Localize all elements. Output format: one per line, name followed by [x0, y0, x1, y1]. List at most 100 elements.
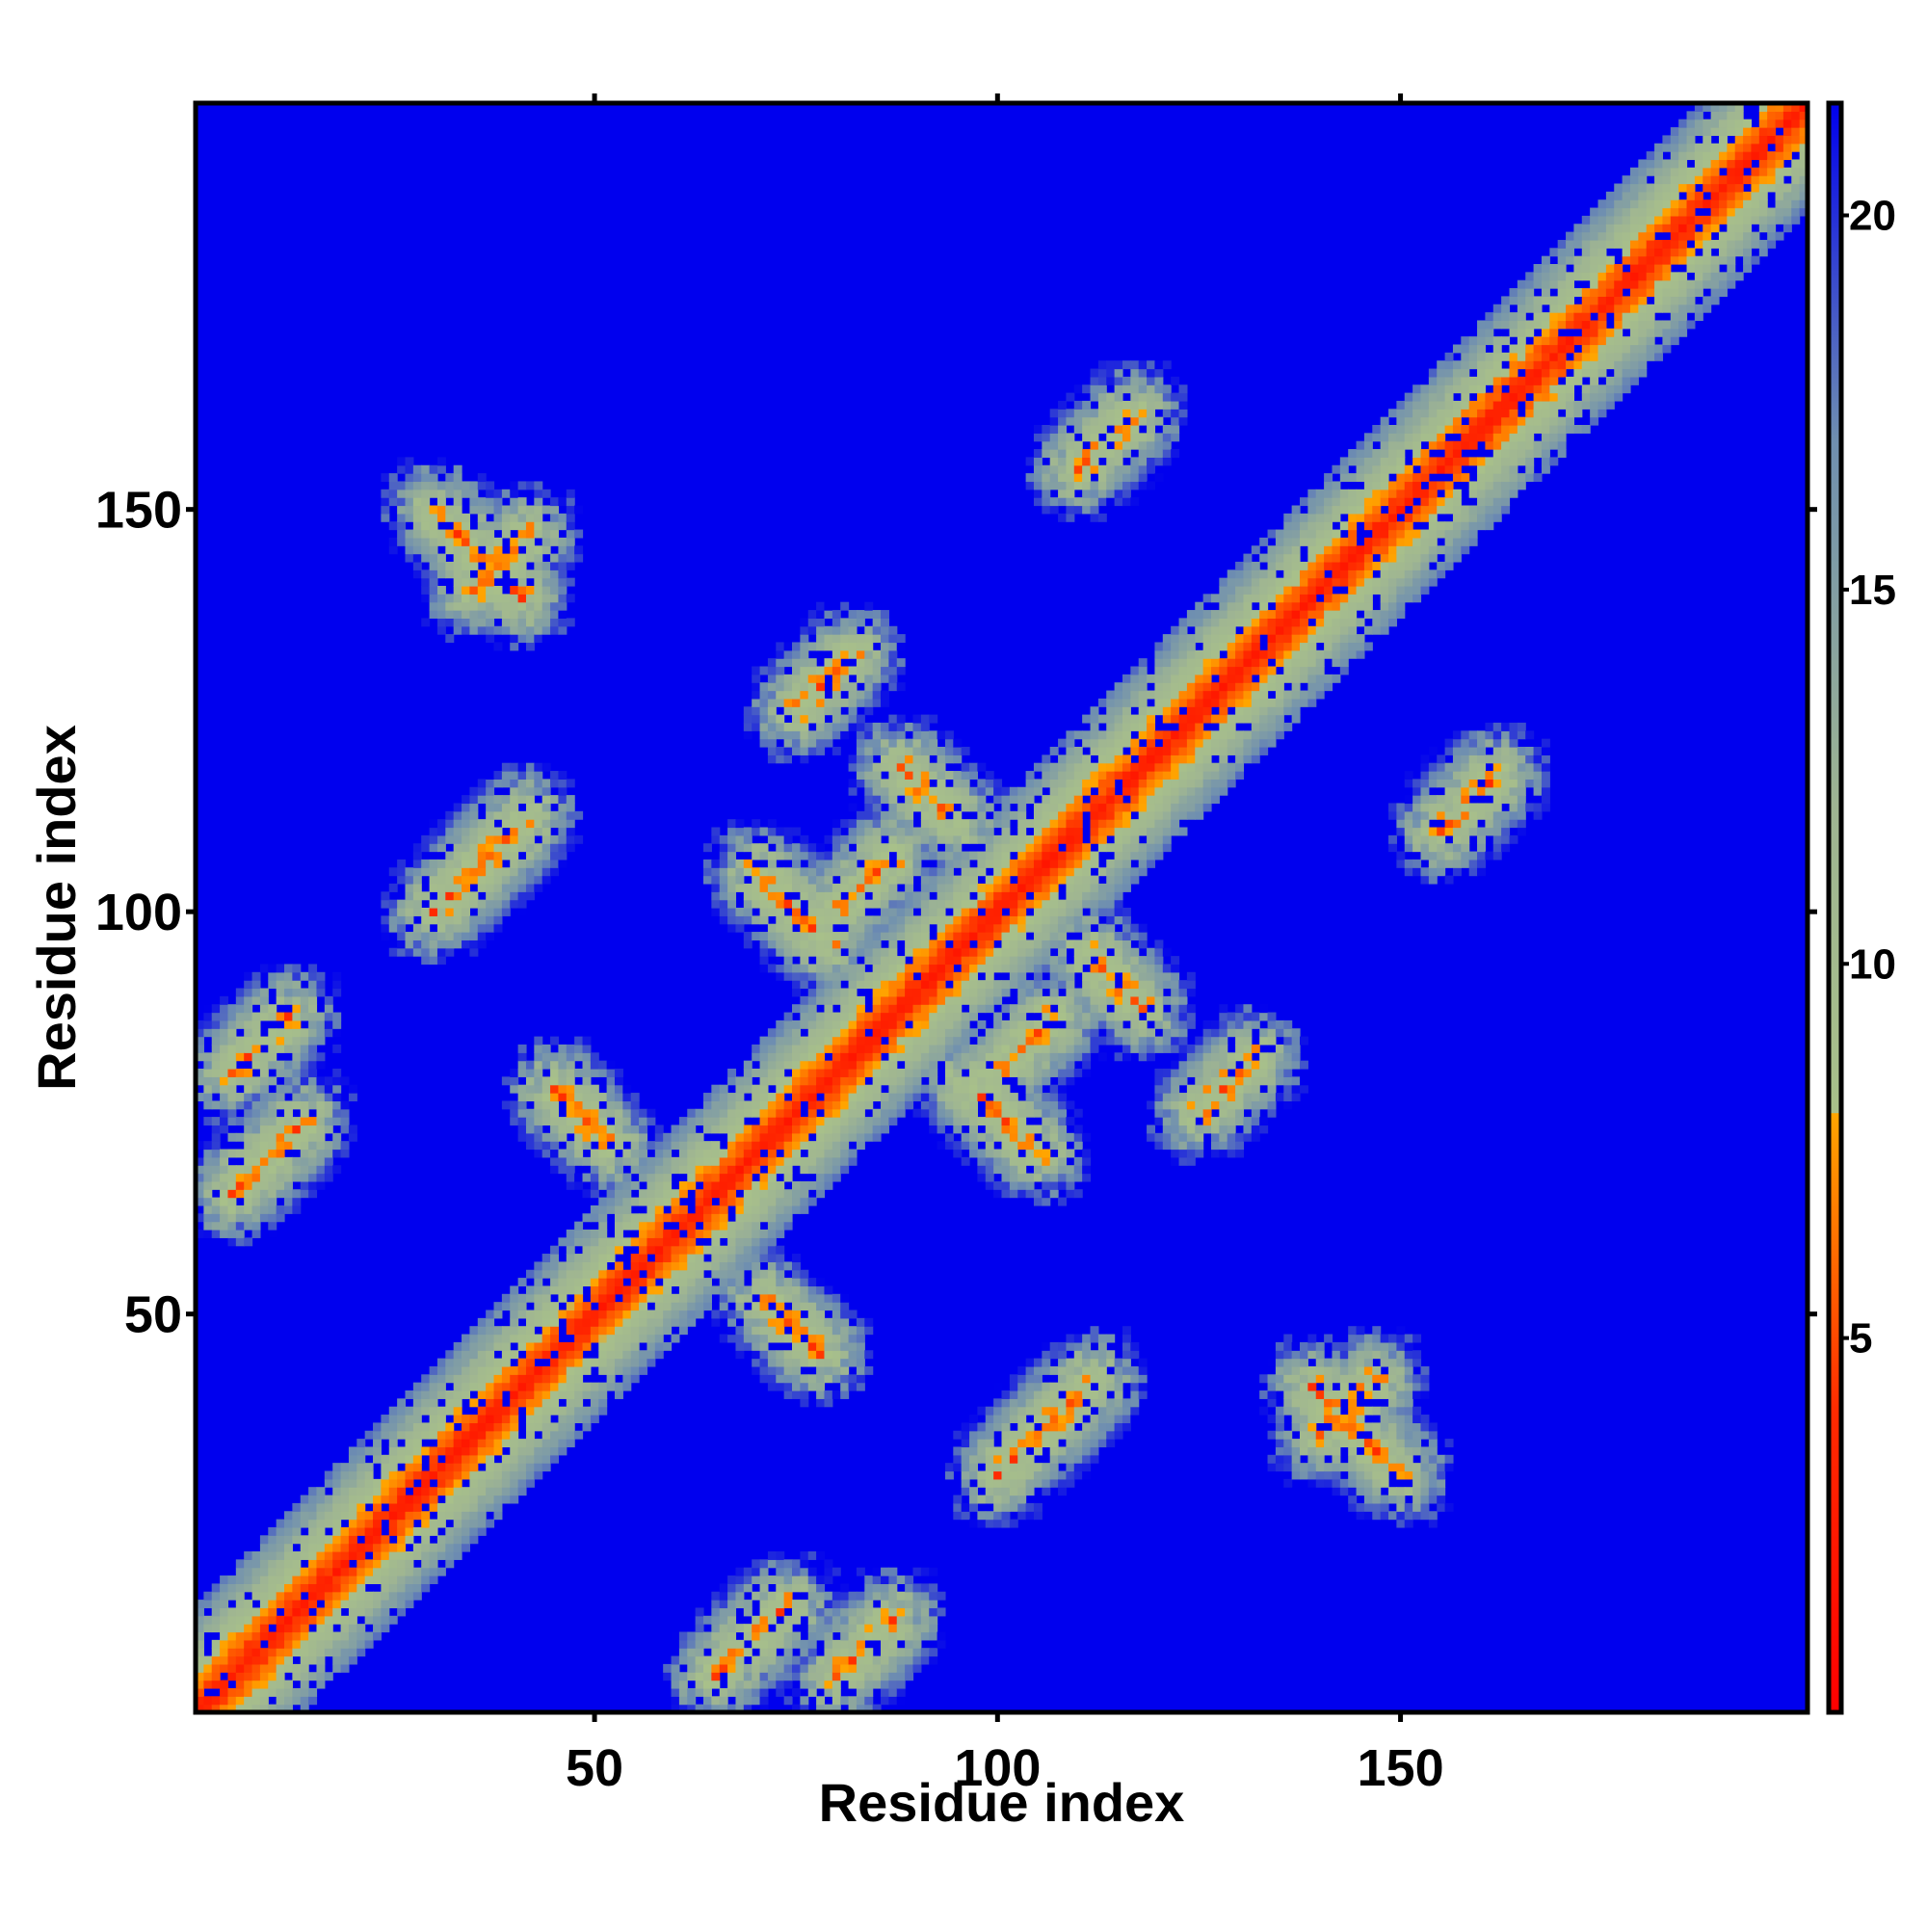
heatmap-cell: [792, 747, 801, 755]
heatmap-cell: [558, 537, 568, 546]
heatmap-cell: [340, 1141, 350, 1151]
heatmap-cell: [735, 834, 745, 844]
heatmap-cell: [259, 1535, 269, 1545]
heatmap-cell: [525, 1341, 535, 1351]
heatmap-cell: [735, 1326, 745, 1336]
heatmap-cell: [881, 1631, 889, 1641]
heatmap-cell: [227, 1052, 237, 1062]
heatmap-cell: [759, 1084, 769, 1094]
heatmap-cell: [864, 827, 874, 836]
heatmap-cell: [300, 1624, 309, 1633]
heatmap-cell: [541, 1293, 551, 1303]
heatmap-cell: [316, 1615, 326, 1625]
heatmap-cell: [244, 1600, 253, 1609]
heatmap-cell: [308, 1141, 318, 1151]
heatmap-cell: [462, 1543, 471, 1552]
heatmap-cell: [550, 529, 560, 539]
heatmap-cell: [888, 674, 898, 683]
heatmap-cell: [896, 658, 906, 668]
heatmap-cell: [235, 1204, 245, 1214]
heatmap-cell: [284, 995, 293, 1005]
heatmap-cell: [663, 1156, 673, 1166]
heatmap-cell: [872, 1012, 882, 1021]
heatmap-cell: [776, 1221, 785, 1231]
heatmap-cell: [856, 1358, 865, 1367]
heatmap-cell: [929, 1076, 938, 1086]
heatmap-cell: [783, 1204, 793, 1214]
heatmap-cell: [727, 1254, 737, 1262]
heatmap-cell: [412, 1415, 422, 1423]
heatmap-cell: [332, 1575, 342, 1584]
heatmap-cell: [211, 1004, 221, 1014]
heatmap-cell: [445, 1430, 455, 1440]
heatmap-cell: [752, 1197, 761, 1206]
heatmap-cell: [525, 819, 535, 829]
heatmap-cell: [792, 1663, 801, 1673]
heatmap-cell: [235, 1019, 245, 1029]
heatmap-cell: [510, 618, 519, 627]
heatmap-cell: [783, 690, 793, 700]
heatmap-cell: [776, 1069, 785, 1077]
heatmap-cell: [558, 1084, 568, 1094]
heatmap-cell: [663, 1141, 673, 1151]
heatmap-cell: [525, 843, 535, 853]
heatmap-cell: [824, 1165, 833, 1175]
heatmap-cell: [881, 1028, 889, 1038]
heatmap-cell: [550, 1254, 560, 1262]
heatmap-cell: [453, 819, 462, 829]
heatmap-cell: [743, 722, 752, 731]
heatmap-cell: [695, 1672, 704, 1681]
heatmap-cell: [848, 883, 858, 892]
heatmap-cell: [373, 1575, 382, 1584]
heatmap-cell: [203, 1591, 213, 1601]
heatmap-cell: [816, 1052, 826, 1062]
heatmap-cell: [735, 1600, 745, 1609]
heatmap-cell: [896, 754, 906, 764]
heatmap-cell: [445, 618, 455, 627]
heatmap-cell: [525, 786, 535, 796]
heatmap-cell: [340, 1591, 350, 1601]
heatmap-cell: [582, 1269, 592, 1279]
heatmap-cell: [792, 1052, 801, 1062]
heatmap-cell: [703, 1615, 712, 1625]
heatmap-cell: [888, 1084, 898, 1094]
heatmap-cell: [332, 1551, 342, 1560]
heatmap-cell: [920, 762, 930, 772]
heatmap-cell: [510, 859, 519, 868]
heatmap-cell: [759, 1687, 769, 1697]
heatmap-cell: [832, 1365, 841, 1375]
heatmap-cell: [534, 875, 543, 885]
heatmap-cell: [436, 569, 446, 579]
heatmap-cell: [872, 988, 882, 997]
heatmap-cell: [848, 762, 858, 772]
heatmap-cell: [501, 553, 511, 563]
heatmap-cell: [614, 1365, 623, 1375]
heatmap-cell: [501, 521, 511, 531]
heatmap-cell: [767, 1374, 777, 1384]
heatmap-cell: [840, 1341, 850, 1351]
heatmap-cell: [340, 1100, 350, 1110]
heatmap-cell: [872, 1680, 882, 1689]
heatmap-cell: [268, 1567, 277, 1576]
heatmap-cell: [792, 1141, 801, 1151]
heatmap-cell: [929, 1060, 938, 1070]
heatmap-cell: [824, 1302, 833, 1311]
heatmap-cell: [388, 1559, 398, 1569]
heatmap-cell: [848, 1310, 858, 1319]
heatmap-cell: [832, 1100, 841, 1110]
heatmap-cell: [284, 1526, 293, 1536]
heatmap-cell: [412, 1406, 422, 1416]
heatmap-cell: [888, 995, 898, 1005]
heatmap-cell: [316, 1100, 326, 1110]
heatmap-cell: [848, 1084, 858, 1094]
heatmap-cell: [824, 1680, 833, 1689]
heatmap-cell: [259, 1567, 269, 1576]
heatmap-cell: [719, 1600, 728, 1609]
heatmap-cell: [807, 1382, 817, 1391]
heatmap-cell: [881, 988, 889, 997]
heatmap-cell: [244, 1093, 253, 1101]
heatmap-cell: [558, 1044, 568, 1053]
heatmap-cell: [541, 1076, 551, 1086]
heatmap-cell: [453, 834, 462, 844]
heatmap-cell: [541, 1100, 551, 1110]
